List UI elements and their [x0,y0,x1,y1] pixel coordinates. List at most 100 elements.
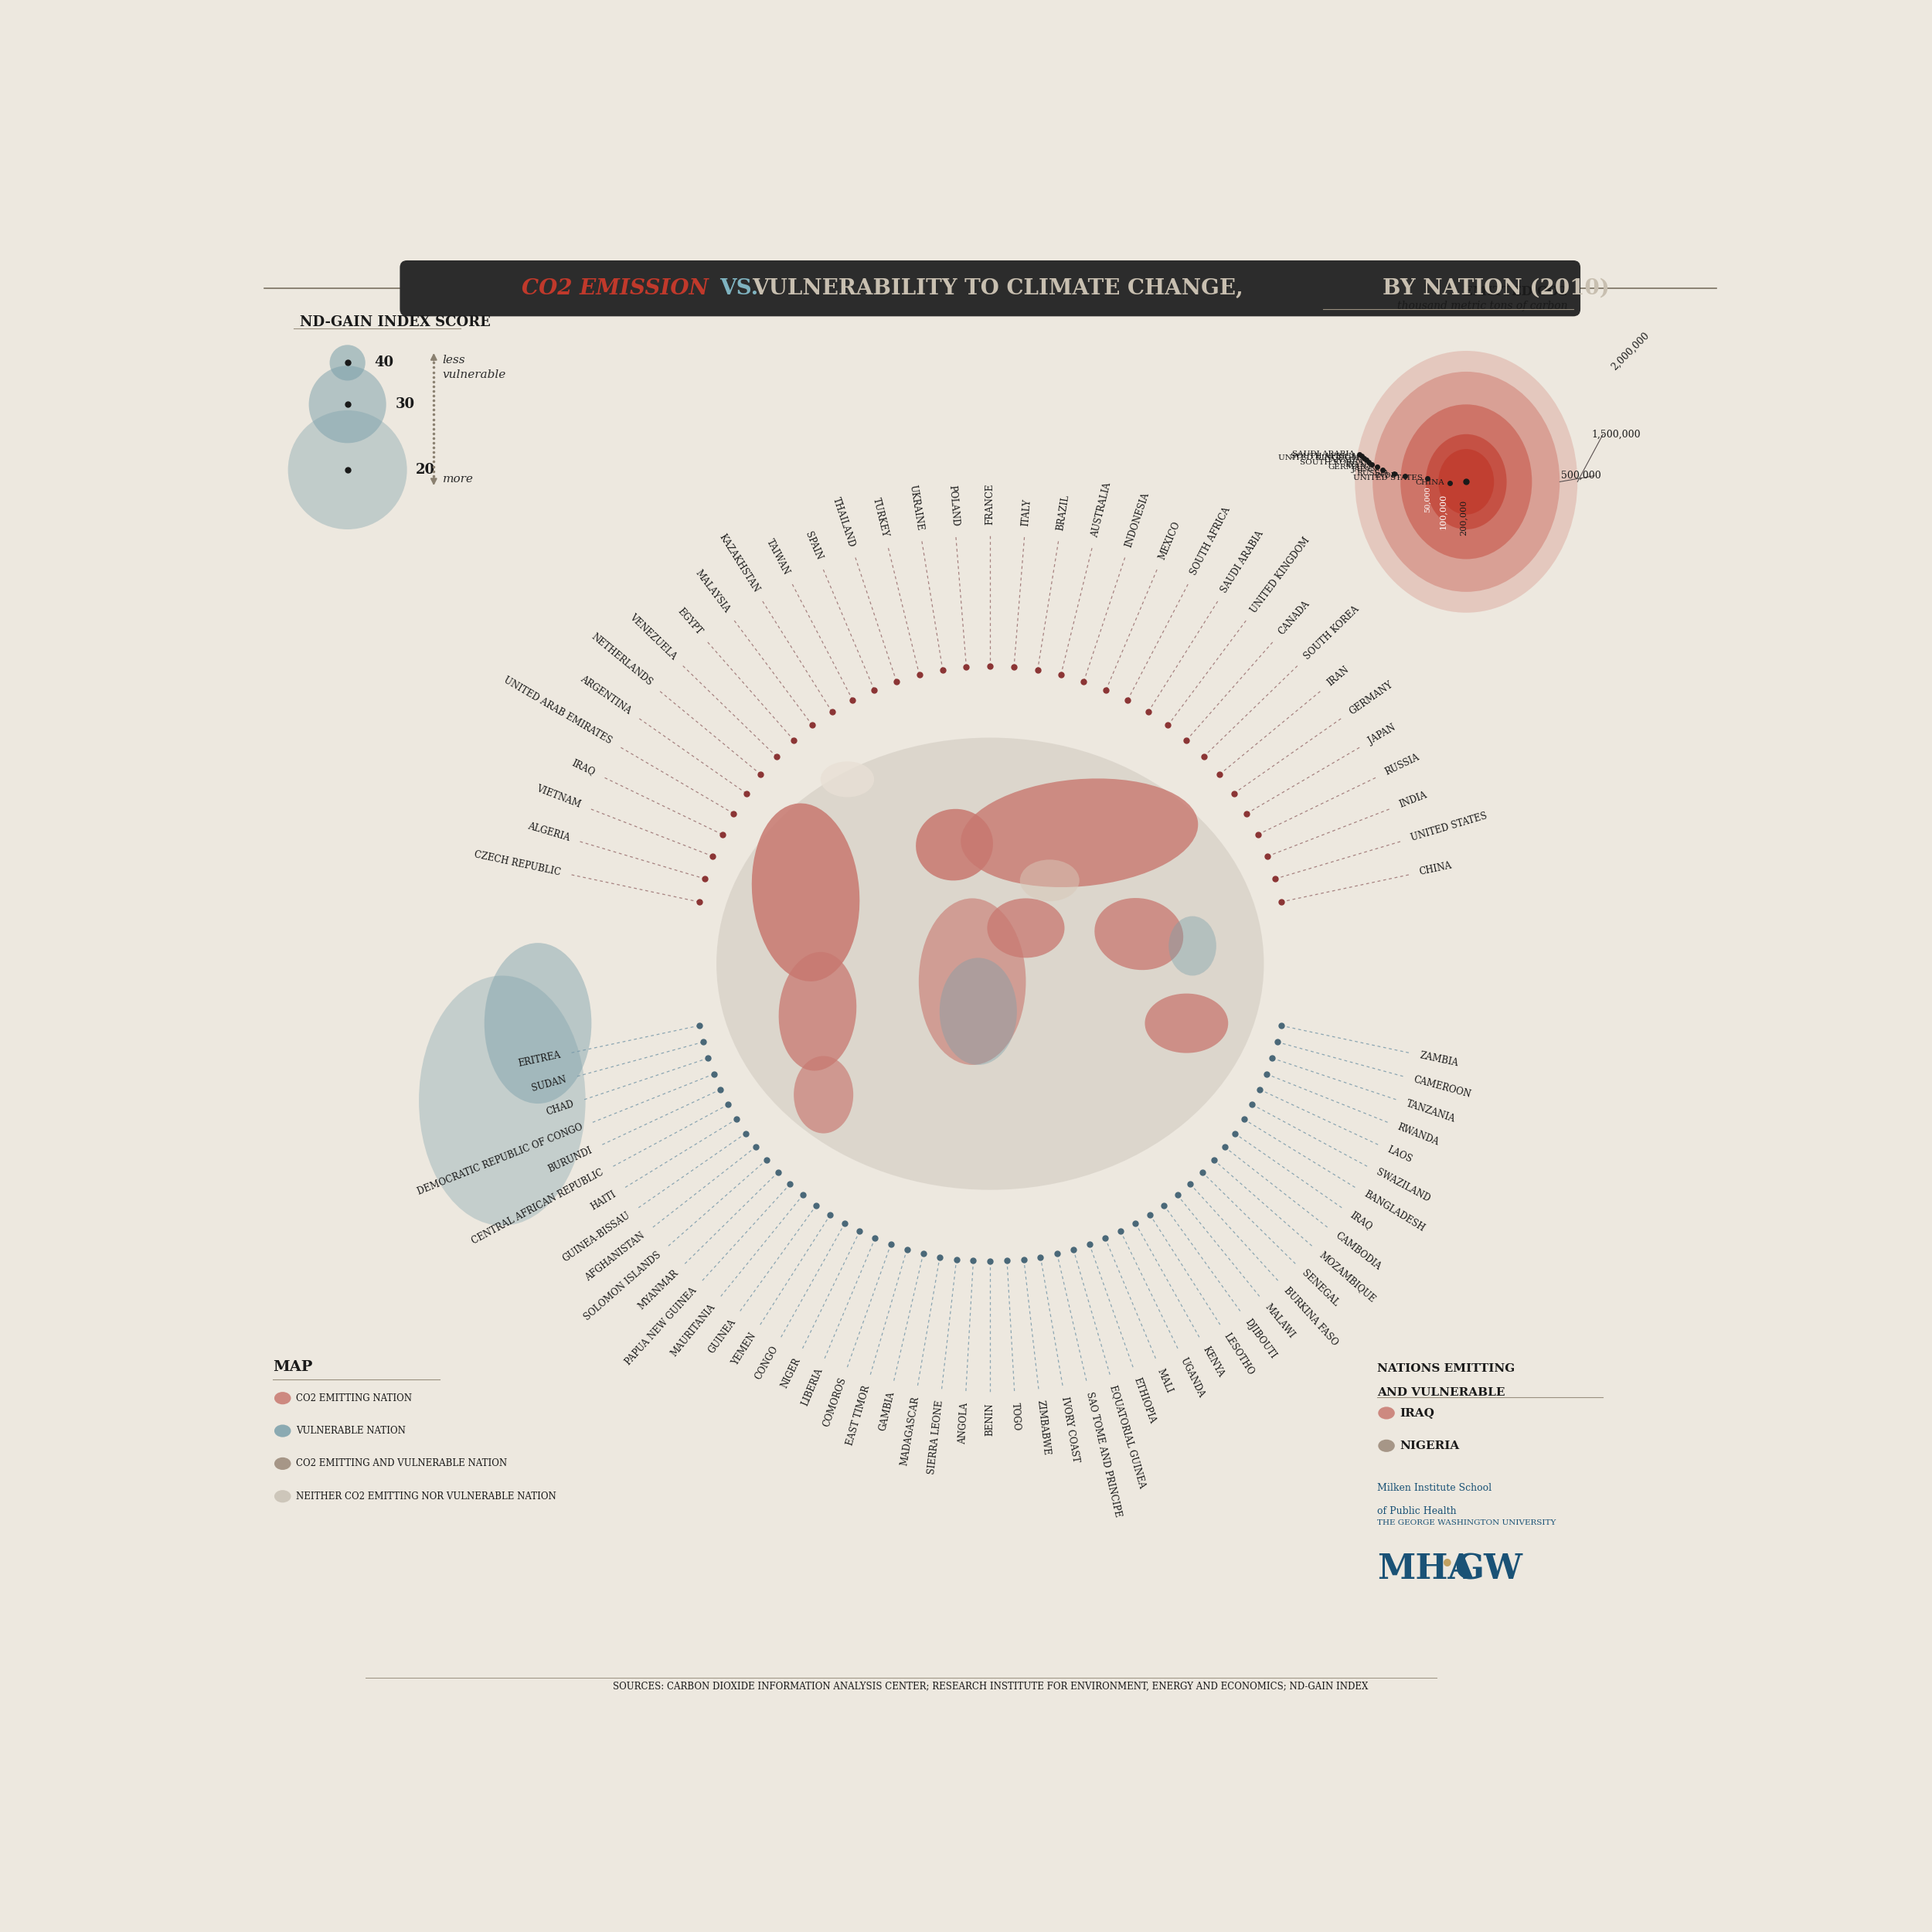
Text: TOGO: TOGO [1010,1403,1022,1432]
Ellipse shape [1378,1439,1395,1453]
Text: thousand metric tons of carbon: thousand metric tons of carbon [1397,299,1567,311]
Text: more: more [442,473,473,485]
Text: DEMOCRATIC REPUBLIC OF CONGO: DEMOCRATIC REPUBLIC OF CONGO [415,1122,583,1196]
Text: DJIBOUTI: DJIBOUTI [1242,1318,1277,1360]
Ellipse shape [794,1057,854,1134]
Text: SOURCES: CARBON DIOXIDE INFORMATION ANALYSIS CENTER; RESEARCH INSTITUTE FOR ENVI: SOURCES: CARBON DIOXIDE INFORMATION ANAL… [612,1681,1368,1692]
Text: AUSTRALIA: AUSTRALIA [1090,481,1113,539]
Text: GAMBIA: GAMBIA [877,1391,896,1432]
Text: ANGOLA: ANGOLA [958,1403,970,1443]
Ellipse shape [274,1457,292,1470]
Text: CHINA: CHINA [1416,479,1445,487]
Text: •: • [1439,1553,1455,1578]
Ellipse shape [779,952,856,1070]
Text: EGYPT: EGYPT [676,607,703,638]
Text: MYANMAR: MYANMAR [636,1267,680,1312]
Text: SOUTH KOREA: SOUTH KOREA [1300,458,1364,466]
Text: SWAZILAND: SWAZILAND [1374,1167,1432,1204]
Text: SENEGAL: SENEGAL [1300,1267,1341,1308]
Text: ND-GAIN INDEX SCORE: ND-GAIN INDEX SCORE [299,315,491,328]
Text: KAZAKHSTAN: KAZAKHSTAN [717,533,761,595]
Text: VULNERABLE NATION: VULNERABLE NATION [296,1426,406,1435]
Ellipse shape [920,898,1026,1065]
Text: BY NATION (2010): BY NATION (2010) [1383,278,1609,299]
Text: ARGENTINA: ARGENTINA [578,674,634,717]
Text: MADAGASCAR: MADAGASCAR [898,1395,922,1466]
Ellipse shape [1426,435,1507,529]
Text: UNITED KINGDOM: UNITED KINGDOM [1277,454,1358,462]
Ellipse shape [752,804,860,981]
Ellipse shape [821,761,873,798]
Text: VS.: VS. [719,278,757,299]
Text: AND VULNERABLE: AND VULNERABLE [1378,1387,1505,1399]
Ellipse shape [419,976,585,1225]
Text: EMITTED CO2: EMITTED CO2 [1463,286,1567,299]
Ellipse shape [1401,404,1532,558]
Text: SUDAN: SUDAN [531,1074,568,1094]
Text: GERMANY: GERMANY [1347,678,1395,717]
Text: JAPAN: JAPAN [1366,723,1397,746]
Text: 500,000: 500,000 [1561,471,1602,481]
Ellipse shape [485,943,591,1103]
Text: 1,500,000: 1,500,000 [1592,429,1640,439]
Text: CHAD: CHAD [545,1097,576,1117]
Text: 100,000: 100,000 [1439,495,1447,529]
Text: RUSSIA: RUSSIA [1356,469,1389,477]
Text: SOUTH KOREA: SOUTH KOREA [1302,605,1360,661]
Text: NEITHER CO2 EMITTING NOR VULNERABLE NATION: NEITHER CO2 EMITTING NOR VULNERABLE NATI… [296,1492,556,1501]
Ellipse shape [274,1424,292,1437]
Text: IVORY COAST: IVORY COAST [1059,1395,1080,1463]
Text: RUSSIA: RUSSIA [1383,752,1422,777]
Ellipse shape [274,1391,292,1405]
Text: SPAIN: SPAIN [804,529,823,562]
Text: BENIN: BENIN [985,1403,995,1435]
Ellipse shape [1439,448,1493,514]
Text: MALAYSIA: MALAYSIA [694,568,732,614]
Text: NIGER: NIGER [779,1356,802,1389]
Text: IRAQ: IRAQ [570,757,597,777]
FancyBboxPatch shape [400,261,1580,317]
Text: LIBERIA: LIBERIA [800,1366,825,1408]
Text: SAUDI ARABIA: SAUDI ARABIA [1293,450,1354,458]
Text: IRAN: IRAN [1325,665,1350,688]
Text: JAPAN: JAPAN [1352,466,1378,473]
Text: ZIMBABWE: ZIMBABWE [1036,1399,1051,1457]
Text: BANGLADESH: BANGLADESH [1362,1188,1426,1235]
Text: MHA: MHA [1378,1553,1474,1586]
Text: LESOTHO: LESOTHO [1221,1331,1256,1378]
Text: MAP: MAP [272,1360,313,1374]
Text: SIERRA LEONE: SIERRA LEONE [927,1399,945,1474]
Text: 50,000: 50,000 [1424,487,1432,512]
Circle shape [330,346,365,381]
Text: 20: 20 [415,464,435,477]
Text: EAST TIMOR: EAST TIMOR [844,1383,871,1447]
Text: 200,000: 200,000 [1459,500,1466,535]
Text: BURUNDI: BURUNDI [547,1146,595,1175]
Ellipse shape [1354,352,1577,612]
Text: UKRAINE: UKRAINE [908,483,925,531]
Text: UNITED ARAB EMIRATES: UNITED ARAB EMIRATES [502,674,614,746]
Text: SAUDI ARABIA: SAUDI ARABIA [1219,529,1265,595]
Text: ALGERIA: ALGERIA [526,821,570,842]
Ellipse shape [960,779,1198,887]
Circle shape [309,365,386,442]
Text: CZECH REPUBLIC: CZECH REPUBLIC [473,850,562,877]
Ellipse shape [1169,916,1217,976]
Text: CONGO: CONGO [753,1345,781,1381]
Text: MALAWI: MALAWI [1264,1302,1296,1341]
Text: IRAQ: IRAQ [1349,1209,1374,1233]
Text: SOUTH AFRICA: SOUTH AFRICA [1291,452,1356,460]
Text: CAMBODIA: CAMBODIA [1333,1231,1383,1271]
Text: MALI: MALI [1155,1366,1175,1395]
Text: CANADA: CANADA [1323,456,1362,464]
Ellipse shape [987,898,1065,958]
Text: UGANDA: UGANDA [1179,1356,1206,1399]
Ellipse shape [1372,371,1559,591]
Ellipse shape [1146,993,1229,1053]
Text: CO2 EMITTING AND VULNERABLE NATION: CO2 EMITTING AND VULNERABLE NATION [296,1459,506,1468]
Text: PAPUA NEW GUINEA: PAPUA NEW GUINEA [624,1285,699,1368]
Text: BRAZIL: BRAZIL [1055,495,1070,531]
Ellipse shape [1020,860,1080,900]
Text: THAILAND: THAILAND [831,497,856,549]
Text: FRANCE: FRANCE [985,483,995,526]
